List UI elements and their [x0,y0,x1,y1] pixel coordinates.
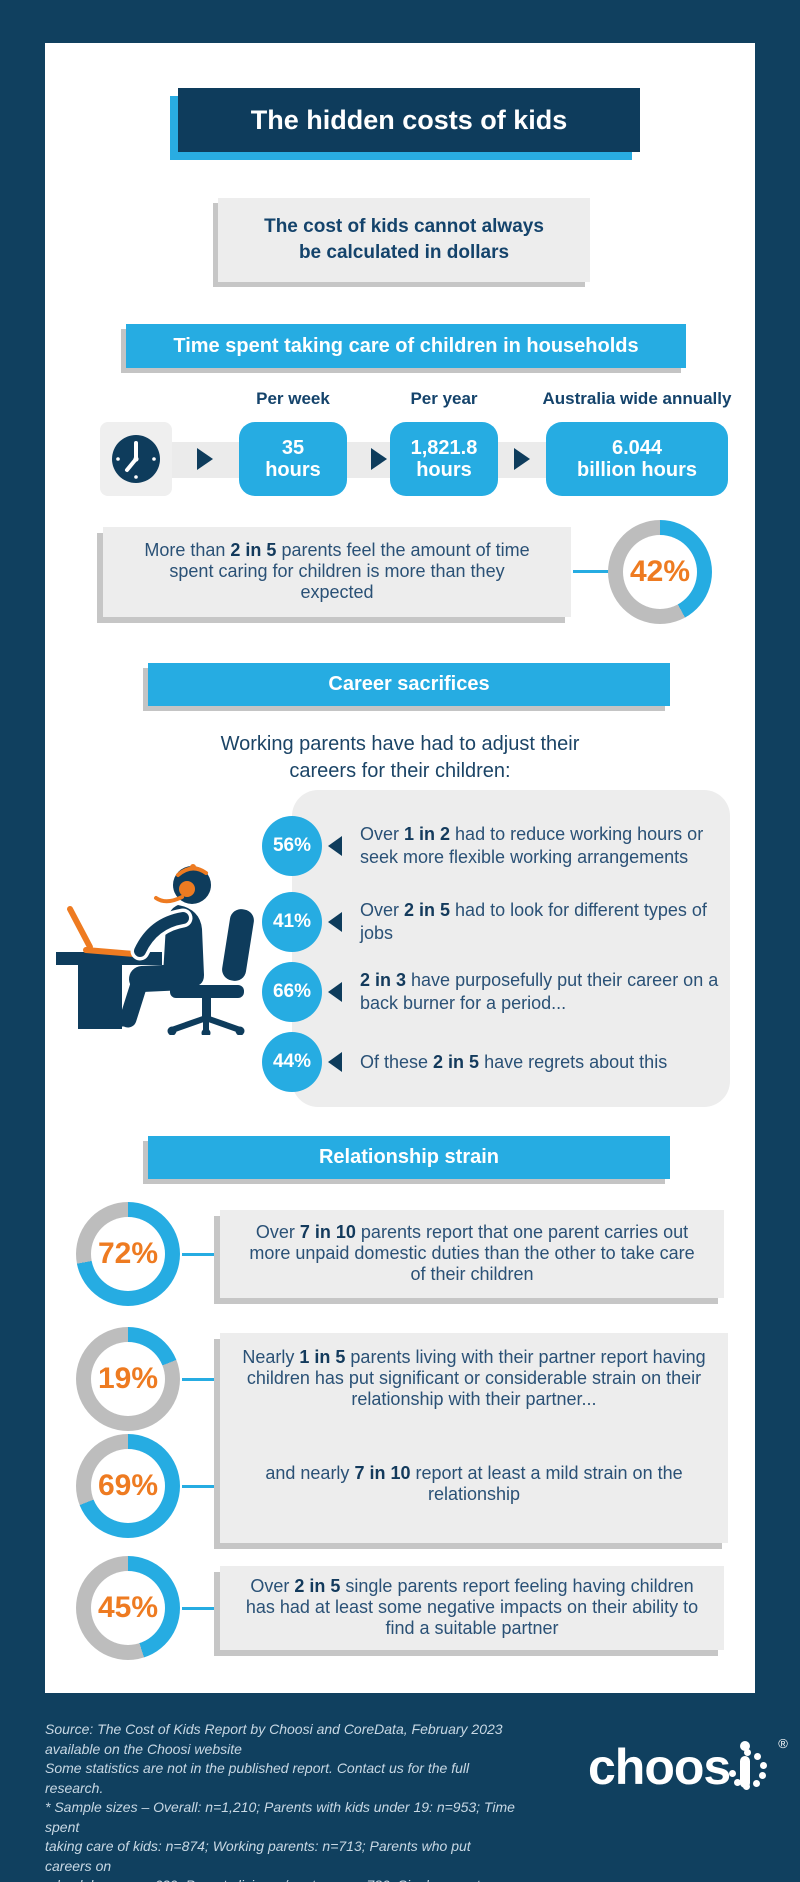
section-banner-relationship-label: Relationship strain [318,1146,500,1168]
content-panel: The hidden costs of kids The cost of kid… [45,43,755,1693]
col-label-per-week: Per week [256,389,330,408]
person-at-desk-illustration [56,864,254,1035]
per-week-value: 35 [281,437,305,459]
registered-mark: ® [778,1736,788,1751]
section-banner-time-label: Time spent taking care of children in ho… [173,334,639,357]
col-label-australia: Australia wide annually [542,389,732,408]
career-item-text: Over 2 in 5 had to look for different ty… [360,900,707,943]
percent-badge: 44% [262,1032,322,1092]
arrow-right-icon [371,448,387,470]
clock-icon [112,435,160,483]
connector-line [182,1485,220,1488]
per-week-unit: hours [265,459,321,481]
stat-text-bold: 2 in 5 [230,540,277,560]
career-intro: Working parents have had to adjust their… [45,731,755,785]
source-line: Source: The Cost of Kids Report by Choos… [45,1721,503,1737]
source-line: * Sample sizes – Overall: n=1,210; Paren… [45,1799,515,1835]
choosi-logo-text: choos [588,1739,731,1795]
relationship-stat-text-69: and nearly 7 in 10 report at least a mil… [265,1463,683,1504]
relationship-stat-box-45: Over 2 in 5 single parents report feelin… [220,1566,724,1650]
col-label-per-year: Per year [410,389,478,408]
career-item-text: 2 in 3 have purposefully put their caree… [360,970,719,1013]
source-line: a back burner: n=629; Parents living w/ … [45,1876,515,1882]
section-banner-time: Time spent taking care of children in ho… [126,324,686,368]
stat-text: More than [144,540,231,560]
connector-line [182,1253,220,1256]
percent-badge-label: 44% [272,1051,312,1072]
connector-line [573,570,609,573]
career-intro-line2: careers for their children: [289,760,511,782]
donut-value-45: 45% [97,1591,159,1624]
per-year-unit: hours [416,459,472,481]
donut-value-42: 42% [629,555,691,588]
arrow-left-icon [328,836,342,856]
clock-tile [100,422,172,496]
percent-badge: 66% [262,962,322,1022]
time-stat-box: More than 2 in 5 parents feel the amount… [103,527,571,617]
title-banner: The hidden costs of kids [178,88,640,152]
choosi-logo: choos ® [588,1736,788,1796]
connector-line [182,1607,220,1610]
arrow-right-icon [514,448,530,470]
donut-chart-69: 69% [76,1434,180,1538]
source-note: Source: The Cost of Kids Report by Choos… [45,1720,515,1882]
percent-badge: 41% [262,892,322,952]
relationship-stat-box-19-69: Nearly 1 in 5 parents living with their … [220,1333,728,1543]
arrow-left-icon [328,1052,342,1072]
career-item-41: 41% Over 2 in 5 had to look for differen… [262,892,724,952]
career-item-44: 44% Of these 2 in 5 have regrets about t… [262,1032,724,1092]
connector-line [182,1378,220,1381]
donut-value-19: 19% [97,1362,159,1395]
stat-text: parents feel the amount of time spent ca… [169,540,530,602]
percent-badge-label: 66% [272,981,312,1002]
stat-box-per-year: 1,821.8 hours [390,422,498,496]
percent-badge-label: 41% [272,911,312,932]
donut-chart-42: 42% [608,520,712,624]
subtitle-line1: The cost of kids cannot always [264,216,544,237]
percent-badge: 56% [262,816,322,876]
donut-value-72: 72% [97,1237,159,1270]
source-line: taking care of kids: n=874; Working pare… [45,1838,471,1874]
section-banner-career: Career sacrifices [148,663,670,706]
career-intro-line1: Working parents have had to adjust their [220,733,580,755]
arrow-left-icon [328,912,342,932]
australia-unit: billion hours [577,459,697,481]
percent-badge-label: 56% [272,835,312,856]
stat-box-per-week: 35 hours [239,422,347,496]
stat-box-australia: 6.044 billion hours [546,422,728,496]
source-line: available on the Choosi website [45,1740,242,1757]
subtitle-line2: be calculated in dollars [298,242,510,263]
source-line: Some statistics are not in the published… [45,1760,470,1796]
subtitle-box: The cost of kids cannot always be calcul… [218,198,590,282]
donut-value-69: 69% [97,1469,159,1502]
donut-chart-19: 19% [76,1327,180,1431]
choosi-logo-dotted-i [729,1738,776,1796]
relationship-stat-box-72: Over 7 in 10 parents report that one par… [220,1210,724,1298]
career-item-56: 56% Over 1 in 2 had to reduce working ho… [262,816,724,876]
career-item-text: Of these 2 in 5 have regrets about this [360,1051,668,1072]
career-stats-box [292,790,730,1107]
page-title: The hidden costs of kids [250,104,568,135]
career-item-66: 66% 2 in 3 have purposefully put their c… [262,962,724,1022]
australia-value: 6.044 [611,437,663,459]
relationship-stat-text-19: Nearly 1 in 5 parents living with their … [242,1347,706,1409]
donut-chart-45: 45% [76,1556,180,1660]
per-year-value: 1,821.8 [410,437,478,459]
arrow-right-icon [197,448,213,470]
section-banner-relationship: Relationship strain [148,1136,670,1179]
section-banner-career-label: Career sacrifices [328,673,490,695]
arrow-left-icon [328,982,342,1002]
career-item-text: Over 1 in 2 had to reduce working hours … [360,824,704,867]
donut-chart-72: 72% [76,1202,180,1306]
